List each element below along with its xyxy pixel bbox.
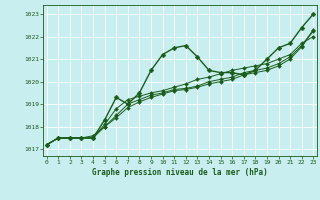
X-axis label: Graphe pression niveau de la mer (hPa): Graphe pression niveau de la mer (hPa) [92,168,268,177]
